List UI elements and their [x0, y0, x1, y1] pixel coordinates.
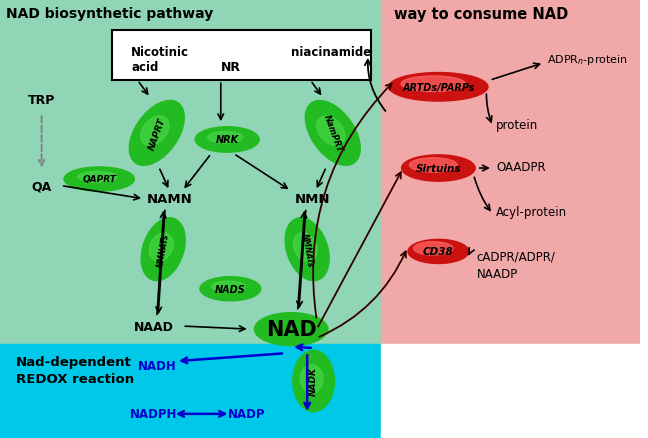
Text: NADS: NADS: [215, 284, 246, 294]
Ellipse shape: [408, 240, 469, 264]
Ellipse shape: [255, 313, 328, 346]
Bar: [112, 31, 371, 81]
Ellipse shape: [141, 218, 185, 281]
Text: NADH: NADH: [137, 359, 176, 372]
Ellipse shape: [150, 233, 173, 261]
Ellipse shape: [64, 167, 134, 192]
Text: NamPRT: NamPRT: [322, 113, 343, 154]
Ellipse shape: [402, 155, 475, 182]
Text: NRK: NRK: [216, 135, 238, 145]
Ellipse shape: [141, 117, 169, 146]
Text: NAPRT: NAPRT: [147, 116, 167, 151]
Ellipse shape: [293, 350, 334, 412]
Ellipse shape: [195, 127, 259, 153]
Ellipse shape: [413, 242, 453, 255]
Text: Sirtuins: Sirtuins: [415, 164, 461, 173]
Text: NADK: NADK: [309, 367, 318, 396]
Bar: [0, 0, 381, 344]
Ellipse shape: [410, 159, 457, 173]
Text: QAPRT: QAPRT: [82, 175, 116, 184]
Ellipse shape: [78, 172, 117, 183]
Text: NAD biosynthetic pathway: NAD biosynthetic pathway: [6, 7, 214, 21]
Ellipse shape: [200, 277, 260, 301]
Text: Nicotinic
acid: Nicotinic acid: [131, 46, 189, 74]
Ellipse shape: [389, 73, 488, 102]
Text: NAAD: NAAD: [133, 320, 174, 333]
Text: TRP: TRP: [28, 94, 55, 107]
Ellipse shape: [294, 233, 317, 261]
Ellipse shape: [401, 77, 465, 92]
Ellipse shape: [317, 117, 345, 146]
Text: ARTDs/PARPs: ARTDs/PARPs: [402, 83, 474, 92]
Ellipse shape: [305, 101, 360, 166]
Text: way to consume NAD: way to consume NAD: [393, 7, 568, 21]
Text: NAADP: NAADP: [477, 267, 518, 280]
Text: ADPR$_n$-protein: ADPR$_n$-protein: [547, 53, 628, 67]
Text: NR: NR: [220, 60, 240, 74]
Text: REDOX reaction: REDOX reaction: [16, 372, 134, 385]
Ellipse shape: [207, 132, 243, 144]
Text: OAADPR: OAADPR: [496, 161, 546, 174]
Bar: [381, 0, 640, 344]
Ellipse shape: [300, 365, 323, 392]
Ellipse shape: [130, 101, 184, 166]
Text: NADPH: NADPH: [130, 407, 178, 420]
Text: QA: QA: [32, 180, 52, 193]
Text: CD38: CD38: [423, 247, 454, 257]
Text: niacinamide: niacinamide: [291, 46, 371, 59]
Text: Nad-dependent: Nad-dependent: [16, 355, 132, 368]
Text: cADPR/ADPR/: cADPR/ADPR/: [477, 250, 556, 263]
Ellipse shape: [212, 282, 245, 292]
Bar: [381, 344, 640, 438]
Text: NMNATs: NMNATs: [156, 232, 170, 267]
Bar: [0, 344, 381, 438]
Ellipse shape: [285, 218, 329, 281]
Text: NAD: NAD: [266, 319, 317, 339]
Text: NAMN: NAMN: [146, 193, 192, 206]
Text: NMNATs: NMNATs: [300, 232, 315, 267]
Text: Acyl-protein: Acyl-protein: [496, 206, 567, 219]
Text: NMN: NMN: [295, 193, 330, 206]
Text: NADP: NADP: [227, 407, 265, 420]
Text: protein: protein: [496, 118, 538, 131]
